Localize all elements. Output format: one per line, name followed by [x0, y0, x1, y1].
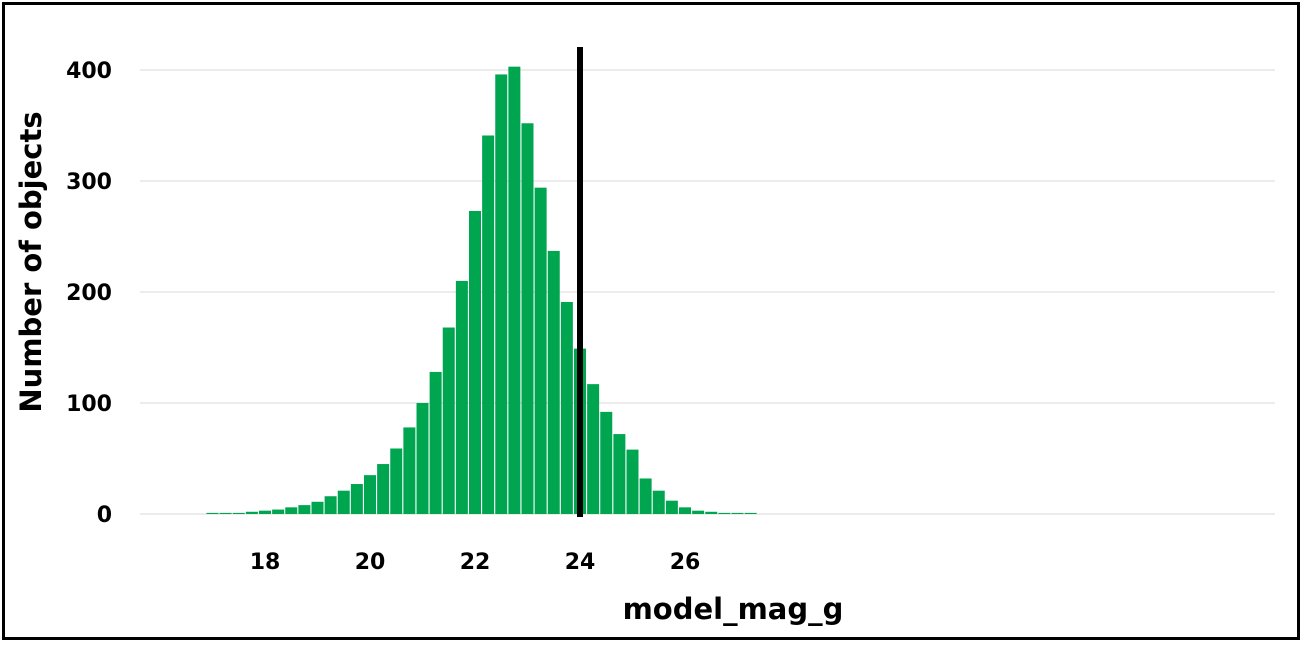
- bar: [377, 464, 390, 514]
- bar: [613, 434, 626, 514]
- gridlines: [140, 69, 1275, 515]
- bar: [560, 301, 573, 514]
- bar: [495, 74, 508, 514]
- bar: [482, 135, 495, 515]
- y-tick-label: 400: [66, 59, 112, 84]
- bar: [469, 210, 481, 514]
- bar: [639, 478, 652, 514]
- chart-frame: [2, 2, 1300, 640]
- bar: [259, 510, 271, 514]
- bar: [665, 500, 678, 514]
- bar: [324, 496, 337, 514]
- bar: [455, 280, 468, 514]
- bar: [298, 505, 311, 514]
- bar: [232, 512, 245, 514]
- y-tick-labels: 0 100 200 300 400: [66, 59, 112, 528]
- x-tick-label: 22: [460, 550, 491, 575]
- bar: [442, 327, 455, 514]
- y-tick-label: 300: [66, 170, 112, 195]
- bars: [206, 66, 757, 515]
- bar: [403, 427, 416, 514]
- bar: [587, 384, 600, 514]
- bar: [692, 510, 705, 514]
- x-tick-labels: 18 20 22 24 26: [250, 550, 701, 575]
- bar: [705, 511, 718, 514]
- bar: [679, 507, 691, 514]
- bar: [626, 449, 639, 514]
- x-tick-label: 18: [250, 550, 281, 575]
- x-axis-title: model_mag_g: [623, 592, 844, 626]
- bar: [390, 448, 403, 514]
- bar: [272, 509, 285, 514]
- bar: [652, 490, 665, 514]
- bar: [206, 512, 219, 514]
- bar: [718, 512, 731, 514]
- bar: [245, 511, 258, 514]
- bar: [744, 512, 757, 514]
- bar: [350, 484, 363, 514]
- bar: [364, 475, 376, 514]
- bar: [311, 501, 324, 514]
- bar: [508, 66, 521, 515]
- x-tick-label: 20: [355, 550, 386, 575]
- y-tick-label: 100: [66, 392, 112, 417]
- bar: [285, 507, 298, 514]
- bar: [534, 187, 547, 514]
- x-tick-label: 24: [565, 550, 596, 575]
- bar: [219, 512, 232, 514]
- bar: [429, 371, 442, 514]
- y-tick-label: 200: [66, 281, 112, 306]
- y-axis-title: Number of objects: [14, 111, 48, 412]
- bar: [600, 411, 613, 514]
- y-tick-label: 0: [97, 503, 112, 528]
- x-tick-label: 26: [670, 550, 701, 575]
- bar: [731, 512, 744, 514]
- bar: [337, 490, 350, 514]
- bar: [547, 250, 560, 514]
- bar: [416, 403, 429, 514]
- bar: [521, 123, 534, 514]
